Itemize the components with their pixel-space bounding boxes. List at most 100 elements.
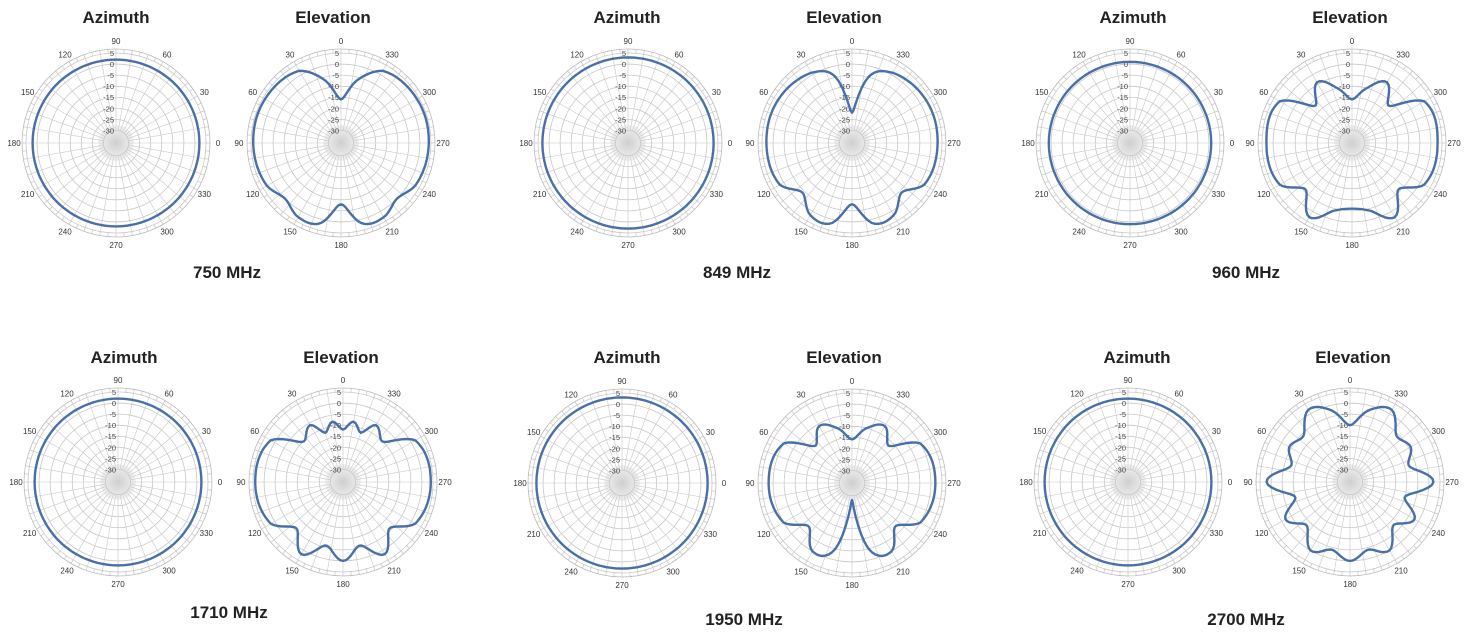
grid-spoke [639,111,713,139]
tick-mark [666,560,670,565]
tick-mark [1185,409,1189,414]
elevation-title: Elevation [1312,8,1388,27]
grid-spoke [634,64,674,133]
tick-mark [85,393,88,398]
tick-mark [195,526,200,530]
angle-label: 0 [850,377,855,386]
angle-label: 330 [896,391,910,400]
tick-mark [427,166,432,168]
angle-label: 210 [1033,529,1047,538]
angle-label: 180 [9,478,23,487]
tick-mark [573,216,577,221]
tick-mark [139,52,141,57]
tick-mark [293,220,297,225]
tick-mark [759,498,764,500]
tick-mark [51,545,55,549]
tick-mark [1153,52,1155,57]
tick-mark [804,61,808,66]
tick-mark [909,551,913,556]
tick-mark [889,564,892,569]
angle-label: 90 [114,376,123,385]
tick-mark [1429,95,1434,99]
tick-mark [1415,206,1419,210]
tick-mark [25,166,30,168]
angle-label: 150 [283,227,297,236]
grid-spoke [354,450,428,478]
grid-ring [82,446,154,518]
ring-label: -20 [103,104,114,113]
tick-mark [574,401,578,406]
tick-mark [1259,126,1264,128]
ring-label: -10 [615,82,626,91]
grid-spoke [862,437,931,477]
grid-spoke [1271,436,1340,476]
tick-mark [867,571,869,576]
tick-mark [153,57,156,62]
angle-label: 30 [1212,427,1221,436]
grid-ring [827,118,877,168]
ring-label: -15 [1337,432,1348,441]
grid-spoke [124,492,164,561]
tick-mark [779,540,784,544]
tick-mark [1158,566,1161,571]
grid-spoke [767,147,841,175]
ring-label: 0 [335,60,339,69]
grid-spoke [864,127,941,142]
elevation-plot: 50-5-10-15-20-25-30033030027024021018015… [746,377,962,590]
ring-label: 5 [110,49,114,58]
tick-mark [611,50,613,55]
tick-mark [268,200,273,204]
grid-spoke [859,73,911,134]
grid-spoke [1304,403,1344,472]
frequency-label: 2700 MHz [1207,610,1284,629]
tick-mark [1433,180,1438,183]
angle-label: 0 [722,479,727,488]
tick-mark [1063,206,1067,210]
tick-mark [1172,400,1176,405]
tick-mark [546,95,551,99]
tick-mark [1061,545,1065,549]
grid-ring [816,107,888,179]
angle-label: 180 [1345,241,1359,250]
grid-spoke [1360,488,1429,528]
tick-mark [791,551,795,556]
grid-ring [603,118,653,168]
grid-ring [772,403,932,563]
grid-spoke [1112,494,1127,571]
grid-spoke [86,397,114,471]
grid-spoke [309,154,337,228]
ring-label: -30 [1117,126,1128,135]
tick-mark [889,57,892,62]
tick-mark [398,70,402,75]
tick-mark [533,513,538,516]
tick-mark [1289,409,1293,414]
tick-mark [1046,526,1051,530]
tick-mark [651,52,653,57]
tick-mark [206,497,211,499]
grid-spoke [820,398,848,472]
frequency-label: 1950 MHz [705,610,782,629]
tick-mark [903,216,907,221]
grid-spoke [120,154,148,228]
grid-ring [1092,446,1164,518]
tick-mark [797,556,801,561]
grid-spoke [763,467,840,482]
tick-mark [882,567,885,572]
grid-spoke [637,150,698,202]
ring-label: -15 [609,433,620,442]
ring-label: -5 [613,411,620,420]
grid-spoke [102,494,117,571]
tick-mark [409,82,414,86]
tick-mark [875,52,877,57]
tick-mark [1279,200,1284,204]
ring-label: -20 [1115,443,1126,452]
tick-mark [812,224,815,229]
grid-spoke [767,111,841,139]
tick-mark [699,435,704,439]
tick-mark [43,200,48,204]
grid-spoke [1356,58,1384,132]
tick-mark [55,211,59,216]
tick-mark [582,564,585,569]
ring-label: -5 [1119,410,1126,419]
tick-mark [1270,95,1275,99]
